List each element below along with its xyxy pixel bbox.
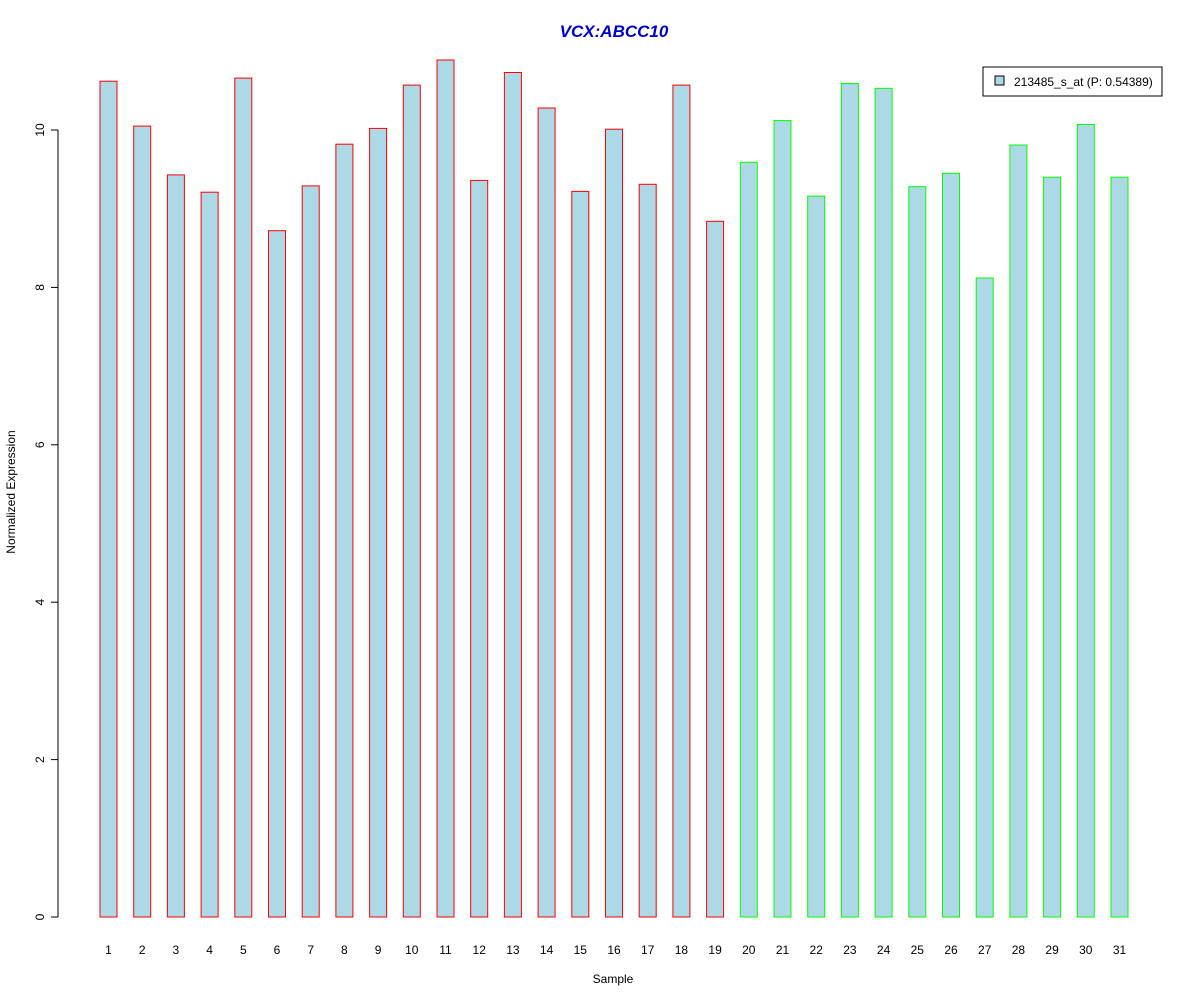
chart-title: VCX:ABCC10 <box>560 22 669 41</box>
y-tick-label: 2 <box>33 756 47 763</box>
bar-sample-1 <box>99 80 118 918</box>
x-tick-label: 18 <box>675 943 689 957</box>
bar-sample-18 <box>672 84 691 918</box>
y-tick-label: 0 <box>33 913 47 920</box>
bar-sample-22 <box>807 195 826 918</box>
bar-sample-13 <box>503 72 522 918</box>
y-axis: 0 2 4 6 8 10 <box>33 123 59 920</box>
bar-sample-10 <box>402 84 421 918</box>
x-tick-label: 16 <box>607 943 621 957</box>
bar-sample-19 <box>706 220 725 918</box>
x-tick-label: 3 <box>173 943 180 957</box>
bar-sample-24 <box>874 87 893 918</box>
bar-sample-16 <box>605 128 623 918</box>
bars-group <box>99 59 1129 918</box>
x-tick-label: 11 <box>439 943 452 957</box>
x-tick-label: 7 <box>307 943 314 957</box>
x-tick-label: 24 <box>877 943 891 957</box>
bar-sample-11 <box>436 59 455 918</box>
legend-box <box>982 66 1163 97</box>
x-tick-label: 25 <box>911 943 925 957</box>
bar-sample-17 <box>638 183 657 918</box>
bar-sample-12 <box>470 179 489 918</box>
x-tick-label: 28 <box>1012 943 1026 957</box>
legend-swatch <box>994 75 1005 86</box>
x-tick-label: 19 <box>708 943 722 957</box>
x-tick-label: 26 <box>944 943 958 957</box>
x-tick-label: 22 <box>810 943 824 957</box>
bar-sample-15 <box>571 190 590 918</box>
x-tick-label: 4 <box>206 943 213 957</box>
x-tick-label: 12 <box>473 943 487 957</box>
x-tick-labels: 1 2 3 4 5 6 7 8 9 10 11 12 13 14 15 16 17 18 19 20 21 22 23 24 2… <box>105 943 1126 957</box>
y-tick-label: 6 <box>33 441 47 448</box>
x-tick-label: 14 <box>540 943 554 957</box>
y-tick-label: 10 <box>33 123 47 137</box>
bar-sample-3 <box>166 174 185 918</box>
bar-sample-30 <box>1076 124 1095 918</box>
bar-sample-21 <box>773 120 792 918</box>
bar-sample-8 <box>335 143 354 918</box>
x-tick-label: 15 <box>574 943 588 957</box>
x-tick-label: 27 <box>978 943 992 957</box>
bar-sample-4 <box>200 191 219 918</box>
legend-label: 213485_s_at (P: 0.54389) <box>1014 75 1153 89</box>
x-tick-label: 6 <box>274 943 281 957</box>
x-tick-label: 21 <box>776 943 790 957</box>
bar-sample-9 <box>369 127 388 918</box>
bar-sample-2 <box>133 125 152 918</box>
bar-sample-23 <box>840 83 859 918</box>
bar-sample-26 <box>942 172 960 918</box>
x-tick-label: 13 <box>506 943 520 957</box>
bar-sample-29 <box>1043 176 1062 918</box>
x-tick-label: 2 <box>139 943 146 957</box>
bar-sample-31 <box>1110 176 1129 918</box>
x-tick-label: 17 <box>641 943 655 957</box>
y-tick-label: 4 <box>33 599 47 606</box>
y-axis-title: Normalized Expression <box>4 430 18 553</box>
legend: 213485_s_at (P: 0.54389) <box>982 66 1163 97</box>
bar-sample-7 <box>301 185 320 918</box>
x-tick-label: 23 <box>843 943 857 957</box>
x-axis-title: Sample <box>593 972 634 986</box>
x-tick-label: 8 <box>341 943 348 957</box>
x-tick-label: 10 <box>405 943 419 957</box>
bar-sample-20 <box>739 161 758 918</box>
bar-sample-6 <box>268 230 286 918</box>
y-tick-label: 8 <box>33 284 47 291</box>
x-tick-label: 1 <box>105 943 112 957</box>
x-tick-label: 31 <box>1113 943 1127 957</box>
x-tick-label: 20 <box>742 943 756 957</box>
x-tick-label: 9 <box>375 943 382 957</box>
bar-sample-28 <box>1009 144 1028 918</box>
bar-sample-25 <box>908 186 927 918</box>
bar-sample-27 <box>975 277 994 918</box>
x-tick-label: 30 <box>1079 943 1093 957</box>
x-tick-label: 29 <box>1045 943 1059 957</box>
bar-sample-5 <box>234 77 253 918</box>
x-tick-label: 5 <box>240 943 247 957</box>
bar-sample-14 <box>537 107 556 918</box>
